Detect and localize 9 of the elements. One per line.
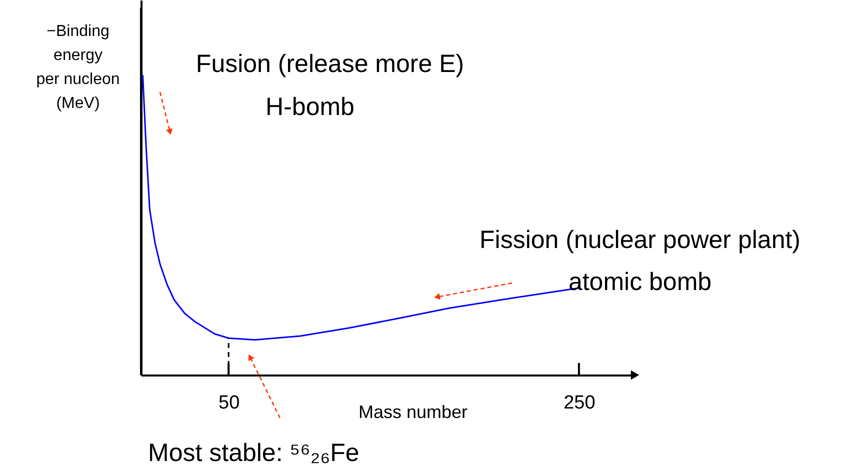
x-axis-title: Mass number — [358, 402, 468, 422]
annotation: H-bomb — [266, 93, 354, 121]
x-tick-label: 50 — [218, 392, 240, 414]
y-axis-title: −Binding energy per nucleon (MeV) — [36, 23, 120, 112]
x-tick-label: 250 — [564, 392, 596, 414]
text: Most stable: ⁵⁶₂₆Fe — [148, 439, 360, 467]
annotation: Fission (nuclear power plant) — [480, 226, 800, 254]
annotation: Fusion (release more E) — [196, 50, 464, 78]
annotation: atomic bomb — [568, 268, 712, 296]
